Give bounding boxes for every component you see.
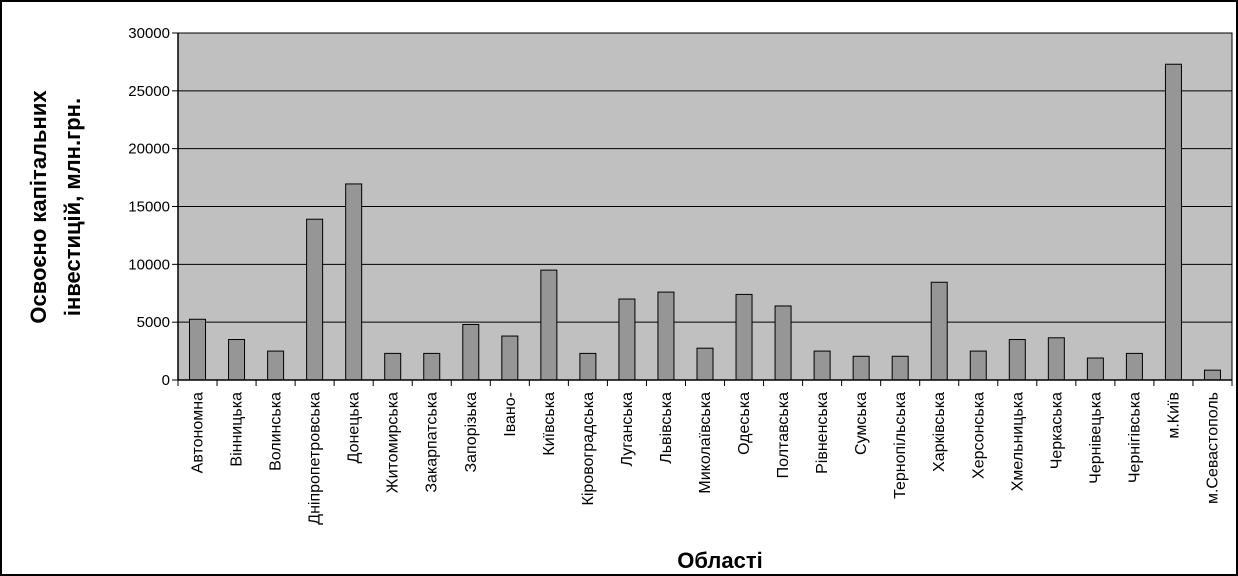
bar	[657, 291, 675, 381]
bar	[1203, 369, 1221, 381]
bar	[306, 218, 324, 381]
x-tick-label: Миколаївська	[697, 392, 714, 494]
y-tick-label: 15000	[128, 199, 170, 216]
bar	[267, 350, 285, 381]
x-tick-label: Львівська	[658, 392, 675, 464]
x-tick-label: Запорізька	[463, 392, 480, 473]
x-tick-label: м.Київ	[1165, 392, 1182, 439]
x-tick-label: м.Севастополь	[1204, 392, 1221, 504]
y-tick-label: 0	[162, 372, 170, 389]
x-tick-label: Херсонська	[970, 392, 987, 479]
y-tick-labels: 0 5000 10000 15000 20000 25000 30000	[128, 25, 170, 389]
bar	[1008, 339, 1026, 381]
bar	[1164, 63, 1182, 381]
bar	[696, 347, 714, 381]
x-tick-label: Дніпропетровська	[307, 392, 324, 525]
bar	[1086, 357, 1104, 381]
bar	[501, 335, 519, 381]
x-axis-title: Області	[677, 548, 763, 573]
x-tick-label: Сумська	[853, 392, 870, 455]
y-tick-label: 30000	[128, 25, 170, 42]
x-tick-label: Житомирська	[385, 392, 402, 493]
x-tick-label: Полтавська	[775, 392, 792, 478]
y-axis-title-line-2: інвестицій, млн.грн.	[60, 98, 85, 316]
bar	[345, 183, 363, 381]
x-tick-label: Кіровоградська	[580, 392, 597, 506]
bar	[813, 350, 831, 381]
x-tick-label: Рівненська	[814, 392, 831, 474]
x-tick-label: Чернігівська	[1126, 392, 1143, 483]
bar	[462, 323, 480, 381]
x-tick-label: Донецька	[346, 392, 363, 464]
y-tick-label: 20000	[128, 141, 170, 158]
x-tick-label: Волинська	[268, 392, 285, 471]
bar	[735, 293, 753, 381]
bar	[618, 298, 636, 381]
x-tick-label: Івано-	[502, 392, 519, 437]
bar	[930, 281, 948, 381]
axes	[172, 32, 1233, 386]
x-tick-label: Хмельницька	[1009, 392, 1026, 491]
bar	[540, 269, 558, 381]
bar	[1047, 337, 1065, 381]
bar	[891, 355, 909, 381]
x-tick-label: Вінницька	[229, 392, 246, 467]
y-axis-title-line-1: Освоєно капітальних	[26, 90, 51, 324]
bar	[969, 350, 987, 381]
x-tick-label: Тернопільська	[892, 392, 909, 499]
x-tick-labels: Автономна Вінницька Волинська Дніпропетровс…	[190, 392, 1222, 525]
bar	[228, 339, 246, 381]
bar	[189, 318, 207, 381]
bar	[579, 352, 597, 381]
x-tick-label: Закарпатська	[424, 392, 441, 493]
x-tick-label: Черкаська	[1048, 392, 1065, 469]
bar	[423, 352, 441, 381]
x-tick-label: Київська	[541, 392, 558, 456]
x-tick-label: Луганська	[619, 392, 636, 467]
x-tick-label: Харківська	[931, 392, 948, 472]
y-tick-label: 10000	[128, 256, 170, 273]
bar	[1125, 352, 1143, 381]
y-tick-label: 5000	[137, 314, 170, 331]
x-tick-label: Автономна	[190, 392, 207, 473]
bar	[774, 305, 792, 381]
x-tick-label: Чернівецька	[1087, 392, 1104, 484]
x-tick-label: Одеська	[736, 392, 753, 455]
y-tick-label: 25000	[128, 83, 170, 100]
bar	[852, 355, 870, 381]
bar	[384, 352, 402, 381]
